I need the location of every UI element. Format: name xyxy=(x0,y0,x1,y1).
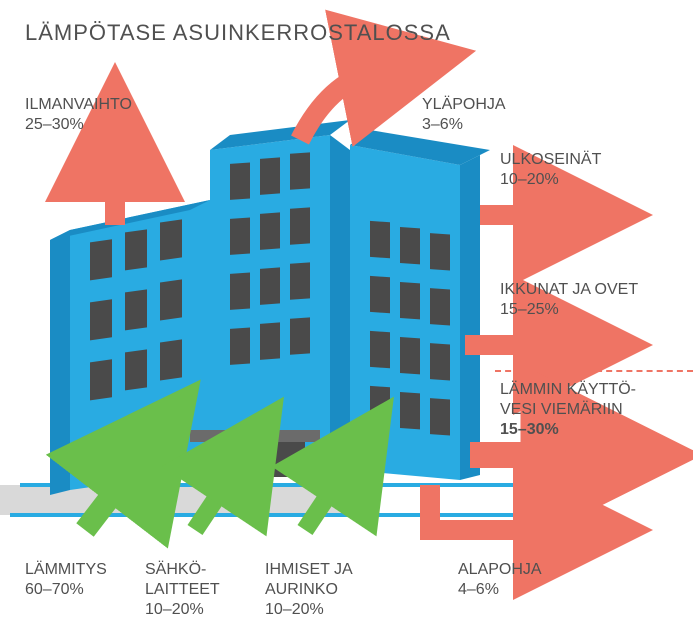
arrow-alapohja xyxy=(430,485,555,530)
label-text: ULKOSEINÄT xyxy=(500,150,601,170)
label-text: IHMISET JA AURINKO xyxy=(265,560,353,600)
label-pct: 4–6% xyxy=(458,580,542,600)
label-text: LÄMMIN KÄYTTÖ- VESI VIEMÄRIIN xyxy=(500,380,636,420)
label-pct: 10–20% xyxy=(500,170,601,190)
label-ilmanvaihto: ILMANVAIHTO 25–30% xyxy=(25,95,132,135)
label-text: SÄHKÖ- LAITTEET xyxy=(145,560,220,600)
label-pct: 3–6% xyxy=(422,115,506,135)
label-pct: 60–70% xyxy=(25,580,107,600)
page-title: LÄMPÖTASE ASUINKERROSTALOSSA xyxy=(25,20,451,46)
label-text: ALAPOHJA xyxy=(458,560,542,580)
label-ylapohja: YLÄPOHJA 3–6% xyxy=(422,95,506,135)
label-text: IKKUNAT JA OVET xyxy=(500,280,638,300)
label-pct: 10–20% xyxy=(265,600,353,620)
label-lamminvesi: LÄMMIN KÄYTTÖ- VESI VIEMÄRIIN 15–30% xyxy=(500,380,636,440)
label-ihmiset: IHMISET JA AURINKO 10–20% xyxy=(265,560,353,620)
label-sahko: SÄHKÖ- LAITTEET 10–20% xyxy=(145,560,220,620)
label-pct: 10–20% xyxy=(145,600,220,620)
label-pct: 25–30% xyxy=(25,115,132,135)
label-pct: 15–30% xyxy=(500,420,636,440)
label-text: YLÄPOHJA xyxy=(422,95,506,115)
label-pct: 15–25% xyxy=(500,300,638,320)
label-lammitys: LÄMMITYS 60–70% xyxy=(25,560,107,600)
building-back-left xyxy=(50,200,210,495)
label-ikkunat: IKKUNAT JA OVET 15–25% xyxy=(500,280,638,320)
building-right xyxy=(350,130,490,480)
label-alapohja: ALAPOHJA 4–6% xyxy=(458,560,542,600)
arrow-ylapohja xyxy=(300,70,380,140)
label-text: ILMANVAIHTO xyxy=(25,95,132,115)
building-middle xyxy=(190,120,350,477)
label-text: LÄMMITYS xyxy=(25,560,107,580)
label-ulkoseinat: ULKOSEINÄT 10–20% xyxy=(500,150,601,190)
